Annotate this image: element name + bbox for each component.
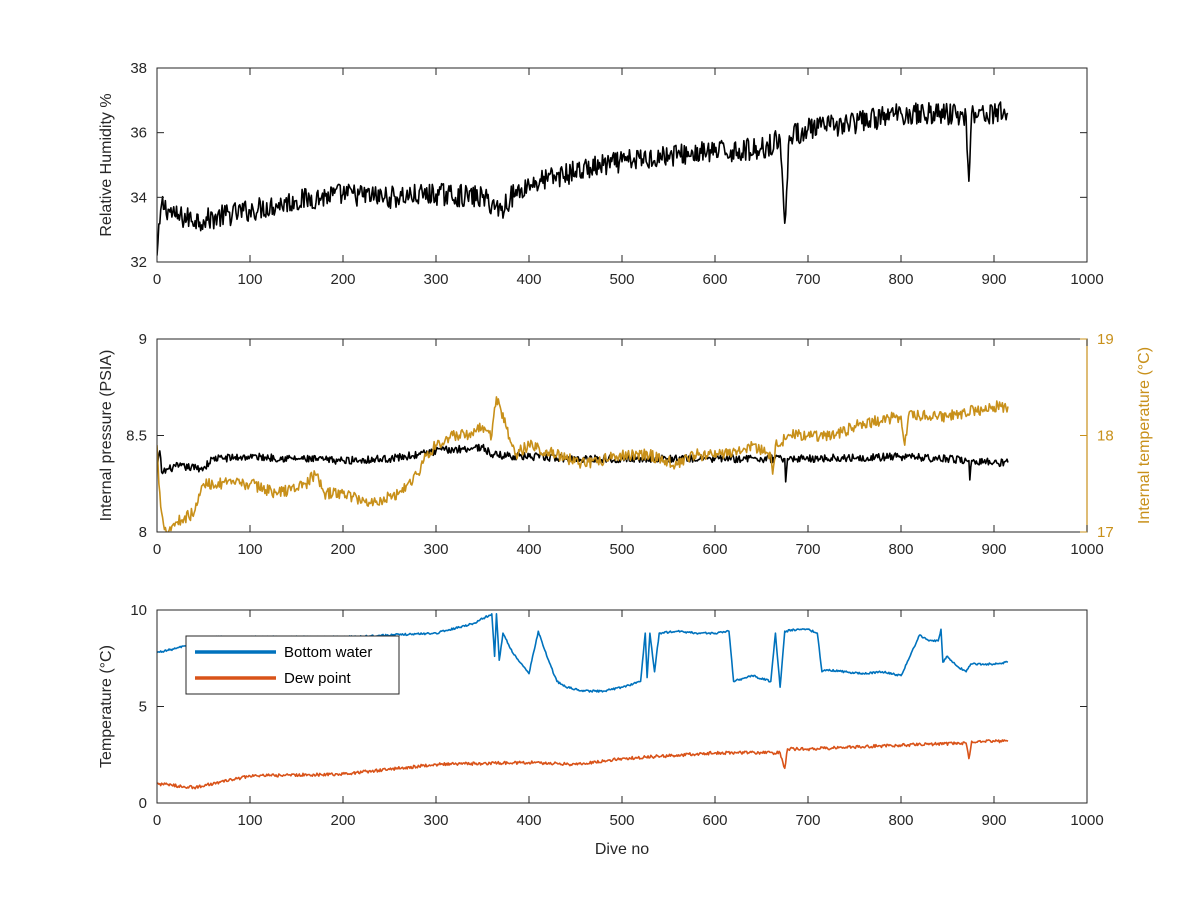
x-tick-label: 300 — [423, 541, 448, 558]
x-tick-label: 1000 — [1070, 271, 1103, 288]
y-tick-label: 32 — [130, 254, 147, 271]
x-tick-label: 300 — [423, 271, 448, 288]
legend-entry: Bottom water — [284, 644, 372, 661]
y-axis-label: Temperature (°C) — [98, 645, 115, 768]
x-tick-label: 700 — [795, 271, 820, 288]
x-tick-label: 600 — [702, 541, 727, 558]
y2-tick-label: 19 — [1097, 331, 1114, 348]
x-tick-label: 100 — [237, 812, 262, 829]
humidity-panel: 0 100 200 300 400 500 600 700 800 900 1000 32 34 36 38… — [98, 60, 1104, 288]
y2-tick-label: 17 — [1097, 524, 1114, 541]
legend: Bottom water Dew point — [185, 635, 400, 695]
x-tick-label: 200 — [330, 812, 355, 829]
x-tick-label: 900 — [981, 812, 1006, 829]
series-line-dew-point — [157, 739, 1009, 790]
y-tick-label: 5 — [139, 699, 147, 716]
series-line-1 — [157, 396, 1009, 532]
legend-entry: Dew point — [284, 670, 352, 687]
x-tick-label: 700 — [795, 812, 820, 829]
y-tick-label: 34 — [130, 189, 147, 206]
axes-box — [156, 338, 1088, 533]
legend-box — [185, 635, 400, 695]
series-line-0 — [157, 443, 1009, 483]
x-tick-label: 900 — [981, 271, 1006, 288]
temperature-panel: 0 100 200 300 400 500 600 700 800 900 1000 0 5 10 Temp… — [98, 602, 1104, 858]
x-tick-label: 400 — [516, 812, 541, 829]
x-tick-label: 400 — [516, 541, 541, 558]
y-tick-label: 36 — [130, 125, 147, 142]
y-tick-label: 8.5 — [126, 428, 147, 445]
x-tick-label: 200 — [330, 541, 355, 558]
x-tick-label: 0 — [153, 271, 161, 288]
y2-axis-label: Internal temperature (°C) — [1136, 347, 1153, 524]
x-tick-label: 600 — [702, 812, 727, 829]
y-axis-label: Internal pressure (PSIA) — [98, 350, 115, 522]
y-tick-label: 38 — [130, 60, 147, 77]
x-tick-label: 300 — [423, 812, 448, 829]
y-tick-label: 10 — [130, 602, 147, 619]
x-tick-label: 200 — [330, 271, 355, 288]
x-tick-label: 100 — [237, 541, 262, 558]
x-tick-label: 800 — [888, 812, 913, 829]
x-tick-label: 500 — [609, 541, 634, 558]
x-tick-label: 800 — [888, 271, 913, 288]
x-tick-label: 0 — [153, 812, 161, 829]
x-tick-label: 1000 — [1070, 541, 1103, 558]
axes-box — [156, 67, 1088, 263]
x-tick-label: 400 — [516, 271, 541, 288]
x-tick-label: 900 — [981, 541, 1006, 558]
x-axis-label: Dive no — [595, 841, 649, 858]
y-tick-label: 8 — [139, 524, 147, 541]
x-tick-label: 100 — [237, 271, 262, 288]
x-tick-label: 800 — [888, 541, 913, 558]
pressure-temperature-panel: 0 100 200 300 400 500 600 700 800 900 1000 8 8.5 9 17 1… — [98, 331, 1153, 558]
series-line-0 — [157, 101, 1009, 256]
x-tick-label: 1000 — [1070, 812, 1103, 829]
x-tick-label: 700 — [795, 541, 820, 558]
x-tick-label: 500 — [609, 271, 634, 288]
y-tick-label: 9 — [139, 331, 147, 348]
y-axis-label: Relative Humidity % — [98, 93, 115, 236]
y2-tick-label: 18 — [1097, 428, 1114, 445]
y-tick-label: 0 — [139, 795, 147, 812]
x-tick-label: 600 — [702, 271, 727, 288]
x-tick-label: 0 — [153, 541, 161, 558]
x-tick-label: 500 — [609, 812, 634, 829]
